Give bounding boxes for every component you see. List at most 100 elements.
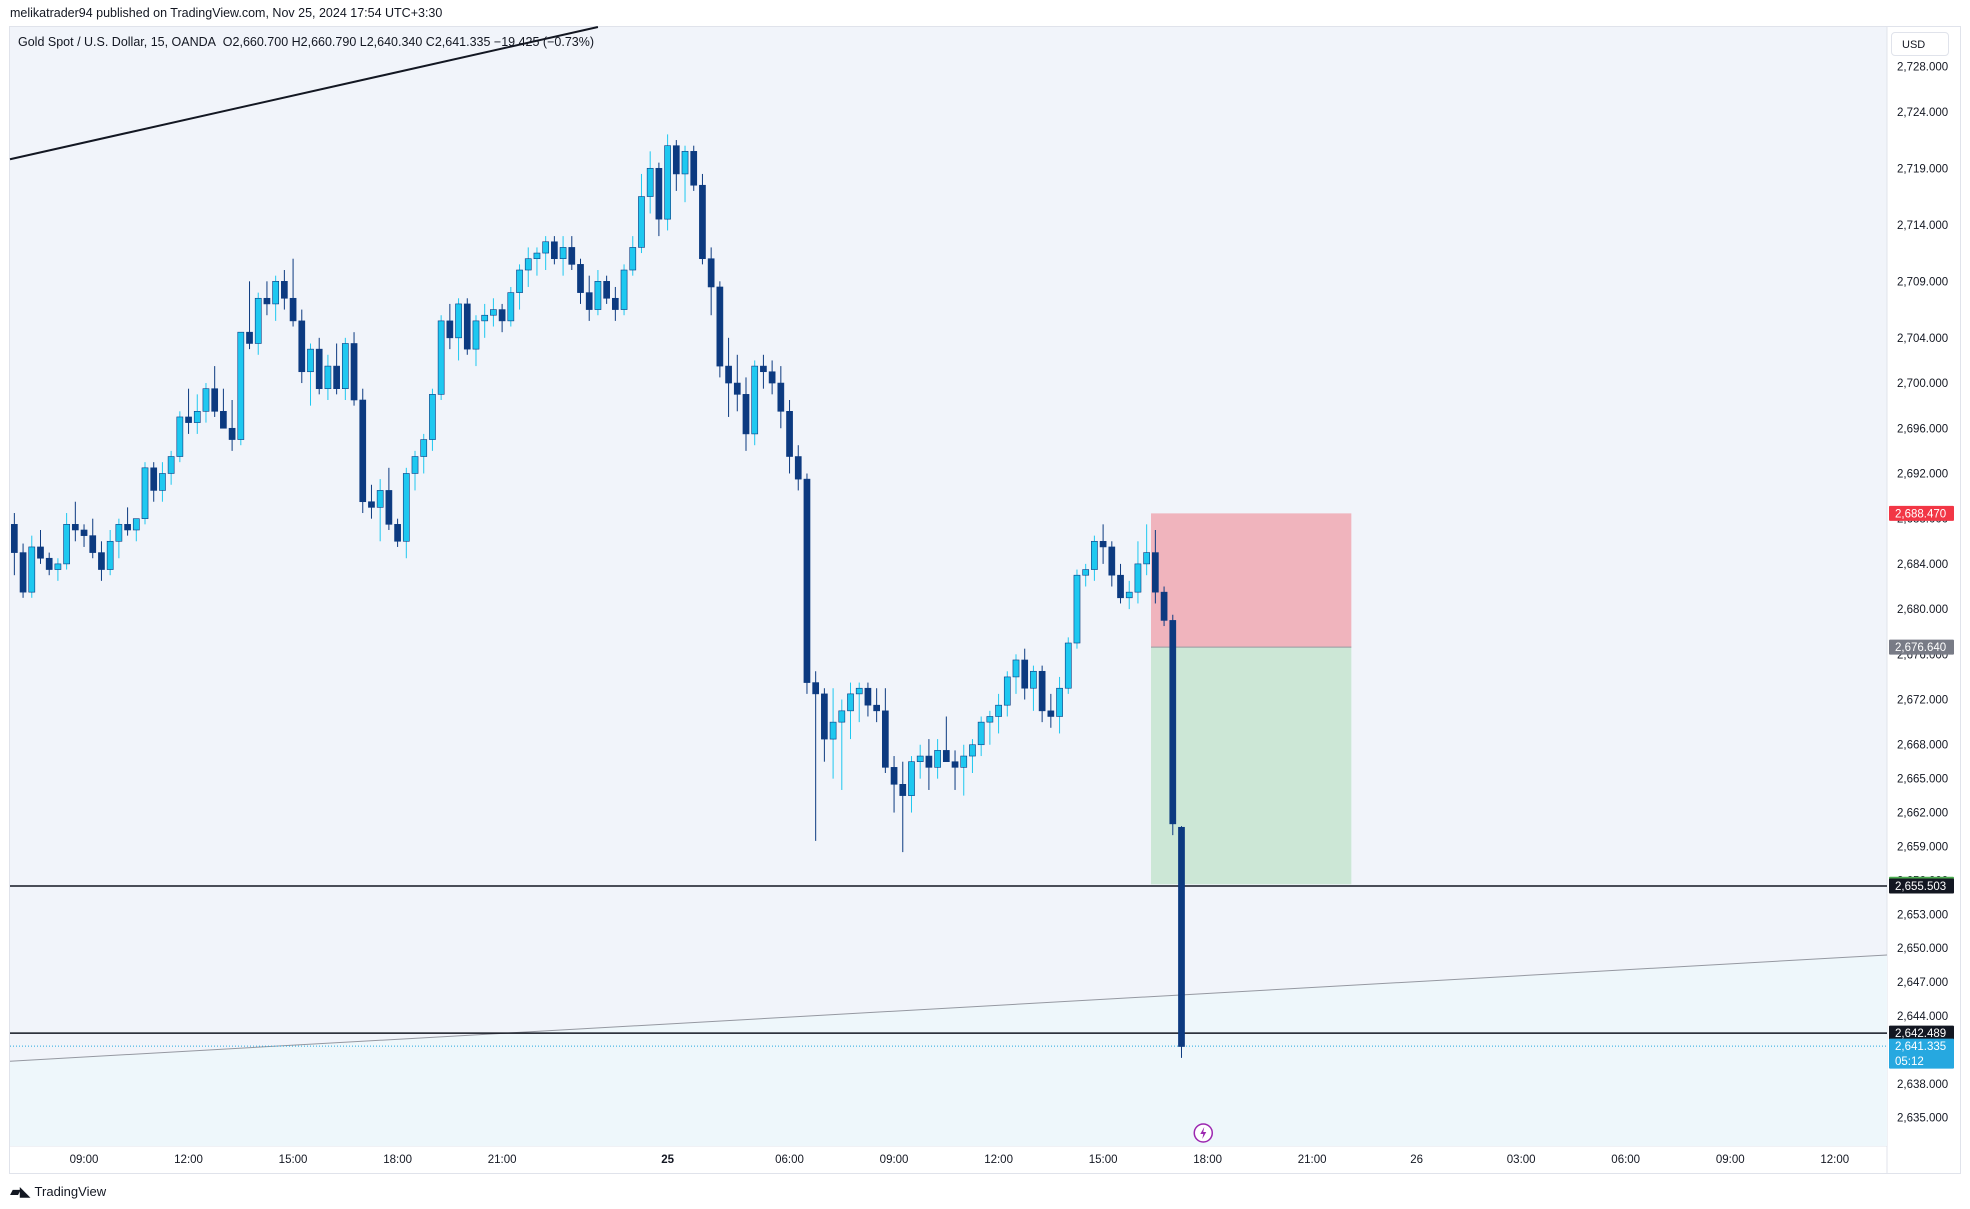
candle-body — [176, 416, 184, 457]
symbol-name[interactable]: Gold Spot / U.S. Dollar, 15, OANDA — [18, 35, 216, 49]
candle-body — [638, 196, 645, 248]
candle-body — [1038, 670, 1046, 712]
candle-body — [1003, 676, 1011, 706]
candle — [341, 337, 349, 400]
candle-body — [281, 281, 288, 299]
candle — [89, 518, 97, 559]
candle — [1091, 535, 1098, 581]
candle-body — [368, 501, 375, 508]
candle — [176, 411, 184, 463]
lightning-bolt — [1200, 1127, 1207, 1139]
time-tick-label: 12:00 — [984, 1154, 1013, 1166]
candle — [71, 501, 79, 542]
candle-body — [115, 524, 123, 542]
event-marker[interactable] — [1193, 1123, 1214, 1143]
price-tick-label: 2,684.000 — [1897, 559, 1948, 571]
candle-body — [1125, 591, 1133, 599]
candle-body — [559, 247, 567, 260]
candle-body — [80, 529, 88, 536]
candle-body — [847, 693, 854, 712]
candle-body — [812, 682, 820, 695]
last-price-tag-bg — [1889, 1038, 1954, 1069]
candle — [11, 513, 18, 576]
candle-body — [629, 247, 637, 271]
candle — [873, 688, 880, 723]
candle-body — [1091, 540, 1098, 570]
candle — [63, 513, 70, 570]
candle — [742, 377, 750, 451]
candle-body — [882, 710, 889, 768]
candle — [1125, 580, 1133, 610]
candle-body — [1108, 546, 1116, 576]
candle — [385, 467, 393, 530]
candle-body — [507, 292, 515, 322]
entry-price-tag-bg — [1889, 639, 1954, 655]
candles — [11, 134, 1185, 1058]
publisher-header: melikatrader94 published on TradingView.… — [10, 6, 443, 20]
candle — [1178, 826, 1185, 1058]
support-level-2-tag-text: 2,642.489 — [1895, 1028, 1946, 1040]
candle-body — [864, 687, 872, 706]
candle — [289, 258, 297, 327]
candle-body — [341, 343, 349, 389]
candle — [350, 332, 358, 406]
candle — [882, 688, 889, 773]
candle-body — [472, 320, 480, 350]
candle — [925, 739, 933, 790]
candle-body — [167, 456, 175, 474]
candle — [1169, 614, 1177, 836]
candle-body — [1143, 552, 1151, 565]
candle-body — [524, 258, 532, 271]
candle-body — [672, 145, 680, 175]
candle — [916, 744, 924, 779]
candle-body — [1073, 574, 1081, 644]
candle-body — [1160, 591, 1168, 621]
candle — [19, 543, 27, 598]
candle-body — [28, 546, 36, 593]
candle — [1064, 637, 1072, 694]
candle — [1117, 563, 1124, 604]
candle-body — [908, 761, 915, 796]
candle-body — [185, 416, 192, 423]
candle — [254, 292, 262, 355]
candle — [37, 529, 44, 564]
price-tick-label: 2,668.000 — [1897, 740, 1948, 752]
candle — [707, 247, 715, 316]
candle — [394, 518, 401, 547]
price-axis-panel[interactable] — [1887, 27, 1960, 1173]
candle-body — [350, 343, 358, 401]
price-tick-label: 2,680.000 — [1897, 604, 1948, 616]
candle — [838, 699, 846, 790]
candle — [725, 337, 732, 417]
candle-body — [986, 716, 994, 723]
position-zones — [10, 513, 1887, 1146]
currency-button[interactable]: USD — [1891, 32, 1949, 56]
tradingview-logo[interactable]: ▰◣ TradingView — [10, 1183, 106, 1200]
time-axis-panel[interactable] — [10, 1146, 1887, 1173]
candle-body — [1178, 826, 1185, 1047]
drawing-lines — [9, 26, 1888, 1062]
time-tick-label: 09:00 — [1716, 1154, 1745, 1166]
candle-body — [228, 427, 236, 440]
stop-loss-zone — [1151, 513, 1352, 648]
candle-body — [11, 524, 18, 553]
time-tick-label: 06:00 — [1611, 1154, 1640, 1166]
candle-body — [542, 241, 550, 254]
time-tick-label: 15:00 — [279, 1154, 308, 1166]
candle — [45, 552, 53, 576]
candle — [446, 303, 454, 350]
candle — [1038, 665, 1046, 723]
candle-body — [1117, 574, 1124, 599]
candle-body — [193, 411, 201, 423]
price-tick-label: 2,728.000 — [1897, 62, 1948, 74]
candle — [934, 739, 941, 779]
price-tags: 2,688.4702,676.6402,655.6542,655.5032,64… — [1889, 505, 1954, 1069]
candle — [751, 360, 759, 446]
candle — [167, 450, 175, 485]
candle-body — [742, 394, 750, 435]
candle — [281, 270, 288, 310]
candle-body — [890, 767, 898, 785]
last-price-tag: 2,641.335 05:12 — [1889, 1038, 1954, 1069]
candle-body — [873, 704, 880, 712]
